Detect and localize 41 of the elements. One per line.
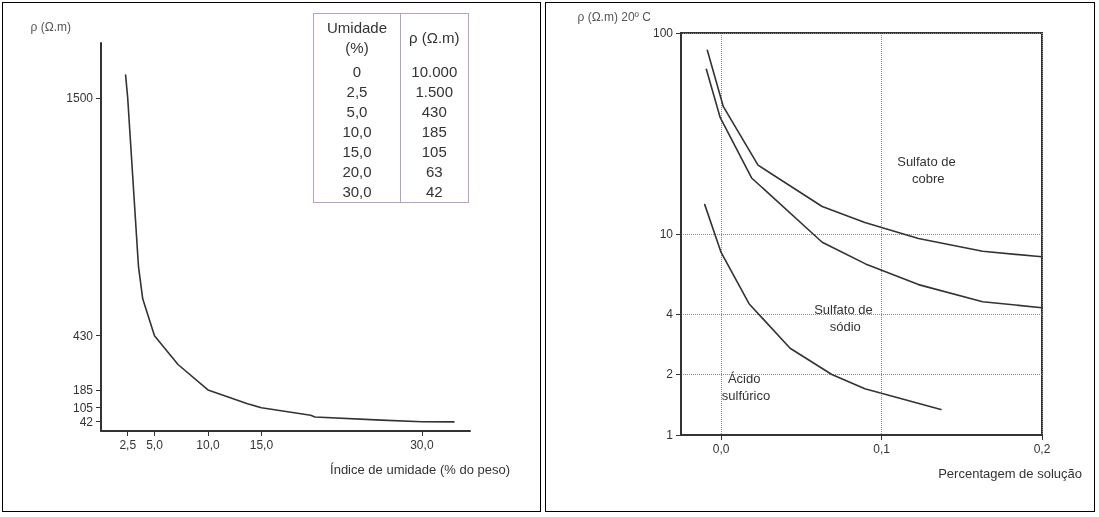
annotation: 30,0 — [313, 182, 401, 203]
y-tick-label: 10 — [659, 227, 674, 241]
y-tick-label: 185 — [72, 382, 94, 397]
annotation: Umidade (%) — [313, 13, 401, 62]
y-axis-title: ρ (Ω.m) 20º C — [577, 10, 652, 24]
annotation: Ácido sulfúrico — [721, 370, 771, 403]
x-tick-label: 30,0 — [410, 438, 434, 452]
annotation: Sulfato de sódio — [814, 302, 873, 335]
y-tick-label: 100 — [652, 26, 674, 40]
annotation: 105 — [420, 142, 448, 162]
x-tick-label: 0,1 — [873, 442, 891, 456]
x-axis-title: Índice de umidade (% do peso) — [330, 462, 510, 477]
x-tick-label: 0,2 — [1033, 442, 1051, 456]
x-tick-label: 0,0 — [712, 442, 730, 456]
annotation: 10,0 — [313, 122, 401, 142]
x-tick-label: 10,0 — [196, 438, 220, 452]
annotation: 2,5 — [313, 82, 401, 102]
y-axis-title: ρ (Ω.m) — [408, 28, 461, 48]
y-tick-label: 105 — [72, 400, 94, 415]
annotation: 15,0 — [313, 142, 401, 162]
x-tick-label: 15,0 — [249, 438, 274, 452]
y-tick-label: 1500 — [66, 91, 94, 106]
annotation: 42 — [424, 182, 444, 202]
y-tick-label: 2 — [666, 367, 674, 382]
x-tick-label: 5,0 — [146, 438, 164, 452]
y-tick-label: 4 — [666, 306, 674, 321]
annotation: 185 — [420, 122, 448, 142]
annotation: 0 — [313, 62, 401, 82]
x-axis-title: Percentagem de solução — [938, 466, 1082, 481]
x-tick-label: 2,5 — [119, 438, 137, 452]
annotation: 1.500 — [414, 82, 455, 102]
annotation: Sulfato de cobre — [897, 153, 956, 186]
annotation: 63 — [424, 162, 444, 182]
y-tick-label: 430 — [72, 328, 94, 343]
y-tick-label: 1 — [666, 428, 674, 442]
annotation: 20,0 — [313, 162, 401, 182]
annotation: 430 — [420, 102, 448, 122]
annotation: 5,0 — [313, 102, 401, 122]
y-tick-label: 42 — [79, 414, 94, 429]
annotation: 10.000 — [410, 62, 459, 82]
text: ρ (Ω.m) — [30, 20, 71, 34]
